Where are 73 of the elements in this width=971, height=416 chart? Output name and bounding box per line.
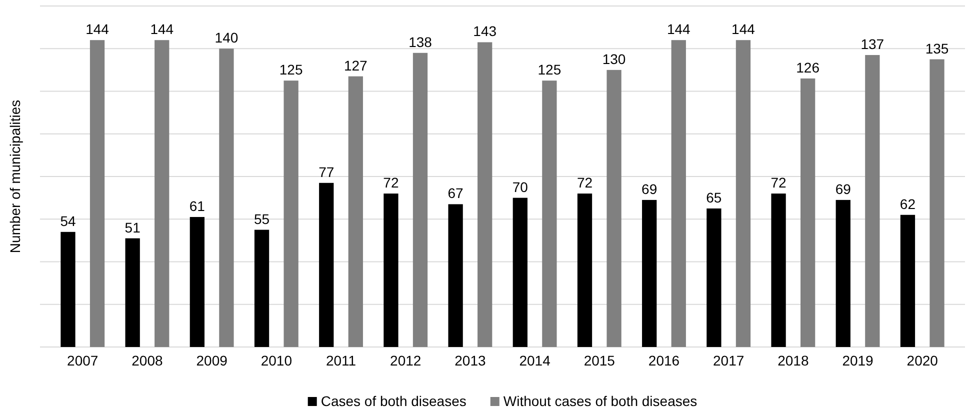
x-tick-label: 2008 [132,352,164,368]
bar [60,232,76,347]
data-label: 61 [189,198,206,214]
legend-label: Cases of both diseases [320,393,466,409]
x-tick-label: 2012 [390,352,422,368]
bar [284,80,298,347]
data-label: 125 [538,62,562,78]
data-label: 144 [732,21,756,38]
data-label: 135 [925,40,949,56]
data-label: 70 [512,178,528,195]
data-label: 143 [473,23,497,40]
bar [348,76,363,347]
bar [219,48,234,347]
bar [154,40,170,347]
data-label: 69 [642,180,658,197]
bar [190,216,204,347]
bar [512,198,528,347]
bar [384,194,398,347]
legend-label: Without cases of both diseases [503,393,698,409]
data-label: 77 [318,164,334,180]
data-label: 72 [576,174,593,191]
bar [930,59,944,347]
x-tick-label: 2009 [196,352,228,368]
x-tick-label: 2016 [648,352,680,368]
data-label: 144 [666,21,691,38]
data-label: 137 [860,36,884,52]
x-tick-label: 2017 [713,352,744,368]
data-label: 144 [86,21,110,38]
x-tick-label: 2014 [519,352,551,368]
x-tick-label: 2019 [842,352,874,368]
data-label: 62 [900,196,916,212]
bar [671,40,686,347]
bar [577,194,592,347]
bar [448,204,463,347]
bar [319,182,334,347]
bar [125,238,140,347]
data-label: 69 [835,180,852,197]
x-tick-label: 2013 [454,352,486,368]
data-label: 72 [383,174,399,191]
x-tick-label: 2010 [260,352,292,368]
data-label: 144 [150,21,174,38]
data-label: 130 [602,50,626,67]
bar [90,40,105,347]
bar [254,230,270,347]
data-label: 140 [214,30,238,46]
bar [800,78,816,347]
data-label: 51 [124,219,141,236]
bar [900,214,916,347]
y-axis-title: Number of municipalities [7,100,23,254]
bar [706,208,722,347]
bar [865,55,880,347]
bar [478,42,492,347]
bar [836,200,850,347]
x-tick-label: 2018 [778,352,809,368]
data-label: 55 [254,210,270,227]
data-label: 54 [60,212,76,229]
bar [736,40,751,347]
bar [771,194,786,347]
x-tick-label: 2011 [326,352,356,368]
data-label: 127 [344,57,368,74]
x-tick-label: 2015 [584,352,616,368]
bar [412,52,428,347]
data-label: 125 [279,62,303,78]
data-label: 138 [408,34,432,50]
bar [642,200,657,347]
x-tick-label: 2020 [906,352,938,368]
x-tick-label: 2007 [67,352,98,368]
data-label: 67 [448,185,464,202]
data-label: 72 [770,174,787,191]
data-label: 126 [796,59,820,76]
data-label: 65 [706,189,722,206]
bar [542,80,557,347]
bar [606,70,622,347]
